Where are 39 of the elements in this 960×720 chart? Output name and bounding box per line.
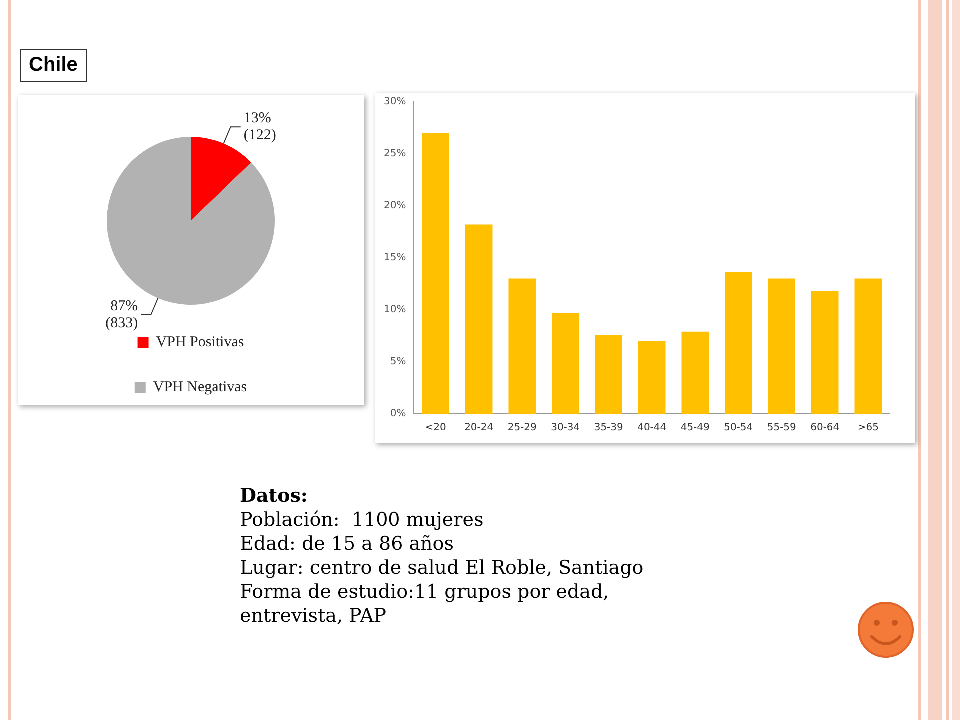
y-tick-label: 15% — [384, 252, 406, 264]
bar — [508, 278, 536, 414]
y-tick-label: 5% — [390, 356, 406, 368]
bar — [724, 272, 752, 414]
data-label: 87% (833) — [106, 298, 138, 332]
x-tick-label: 55-59 — [767, 422, 796, 434]
x-tick-label: 45-49 — [680, 422, 710, 434]
y-tick-label: 25% — [384, 148, 406, 160]
x-tick-label: >65 — [858, 422, 879, 434]
y-tick-label: 30% — [384, 96, 406, 108]
x-tick-label: 20-24 — [464, 422, 494, 434]
text: Datos: — [240, 484, 309, 508]
x-tick-label: 25-29 — [508, 422, 537, 434]
y-tick-label: 20% — [384, 200, 406, 212]
x-tick-label: 60-64 — [810, 422, 840, 434]
bar — [812, 291, 839, 414]
bar — [595, 334, 622, 414]
x-tick-label: <20 — [425, 422, 446, 434]
text: Población: 1100 mujeres — [240, 508, 485, 532]
bar — [854, 278, 882, 414]
legend-label: VPH Negativas — [153, 379, 248, 396]
text: Lugar: centro de salud El Roble, Santiago — [240, 556, 645, 580]
x-tick-label: 35-39 — [594, 422, 624, 434]
bar — [465, 224, 493, 414]
bar — [768, 278, 796, 414]
text: Forma de estudio:11 grupos por edad, entrevista, PAP — [240, 580, 610, 628]
legend-label: VPH Positivas — [156, 334, 244, 350]
bar — [682, 332, 709, 414]
x-tick-label: 30-34 — [551, 422, 580, 434]
y-tick-label: 10% — [384, 304, 406, 316]
bar — [422, 133, 450, 414]
chart-title: Chile — [20, 49, 87, 82]
x-tick-label: 40-44 — [638, 422, 667, 434]
data-label: 13% (122) — [244, 110, 276, 144]
text: Edad: de 15 a 86 años — [240, 532, 455, 556]
bar — [638, 341, 666, 414]
bar — [552, 313, 580, 414]
y-tick-label: 0% — [390, 408, 406, 420]
x-tick-label: 50-54 — [724, 422, 754, 434]
